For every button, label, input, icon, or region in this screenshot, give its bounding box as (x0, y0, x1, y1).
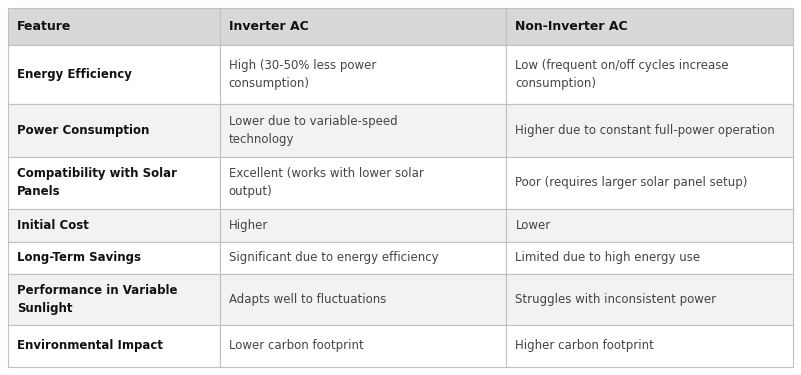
Text: Adapts well to fluctuations: Adapts well to fluctuations (229, 293, 386, 306)
Text: Lower carbon footprint: Lower carbon footprint (229, 339, 364, 352)
Text: Significant due to energy efficiency: Significant due to energy efficiency (229, 251, 438, 264)
Bar (506, 104, 793, 157)
Bar (219, 324, 506, 367)
Bar (8, 274, 219, 324)
Text: Higher: Higher (229, 219, 268, 232)
Bar (8, 209, 219, 242)
Bar (506, 209, 793, 242)
Text: Inverter AC: Inverter AC (229, 20, 308, 33)
Text: High (30-50% less power
consumption): High (30-50% less power consumption) (229, 59, 376, 90)
Text: Long-Term Savings: Long-Term Savings (17, 251, 141, 264)
Bar (8, 242, 219, 274)
Bar (219, 45, 506, 104)
Bar (219, 274, 506, 324)
Bar (506, 8, 793, 45)
Bar (219, 104, 506, 157)
Bar (219, 209, 506, 242)
Bar (8, 324, 219, 367)
Bar (8, 157, 219, 209)
Text: Energy Efficiency: Energy Efficiency (17, 68, 132, 81)
Bar (8, 104, 219, 157)
Text: Struggles with inconsistent power: Struggles with inconsistent power (515, 293, 717, 306)
Text: Lower: Lower (515, 219, 550, 232)
Text: Power Consumption: Power Consumption (17, 124, 149, 137)
Text: Poor (requires larger solar panel setup): Poor (requires larger solar panel setup) (515, 177, 748, 189)
Bar (219, 157, 506, 209)
Text: Non-Inverter AC: Non-Inverter AC (515, 20, 628, 33)
Text: Environmental Impact: Environmental Impact (17, 339, 163, 352)
Text: Higher carbon footprint: Higher carbon footprint (515, 339, 654, 352)
Text: Initial Cost: Initial Cost (17, 219, 89, 232)
Bar (506, 324, 793, 367)
Bar (8, 45, 219, 104)
Text: Higher due to constant full-power operation: Higher due to constant full-power operat… (515, 124, 775, 137)
Bar (506, 242, 793, 274)
Text: Feature: Feature (17, 20, 71, 33)
Text: Limited due to high energy use: Limited due to high energy use (515, 251, 701, 264)
Text: Lower due to variable-speed
technology: Lower due to variable-speed technology (229, 115, 397, 146)
Text: Excellent (works with lower solar
output): Excellent (works with lower solar output… (229, 168, 424, 198)
Bar (8, 8, 219, 45)
Text: Low (frequent on/off cycles increase
consumption): Low (frequent on/off cycles increase con… (515, 59, 729, 90)
Text: Compatibility with Solar
Panels: Compatibility with Solar Panels (17, 168, 177, 198)
Bar (506, 274, 793, 324)
Text: Performance in Variable
Sunlight: Performance in Variable Sunlight (17, 284, 178, 315)
Bar (219, 8, 506, 45)
Bar (506, 157, 793, 209)
Bar (506, 45, 793, 104)
Bar (219, 242, 506, 274)
